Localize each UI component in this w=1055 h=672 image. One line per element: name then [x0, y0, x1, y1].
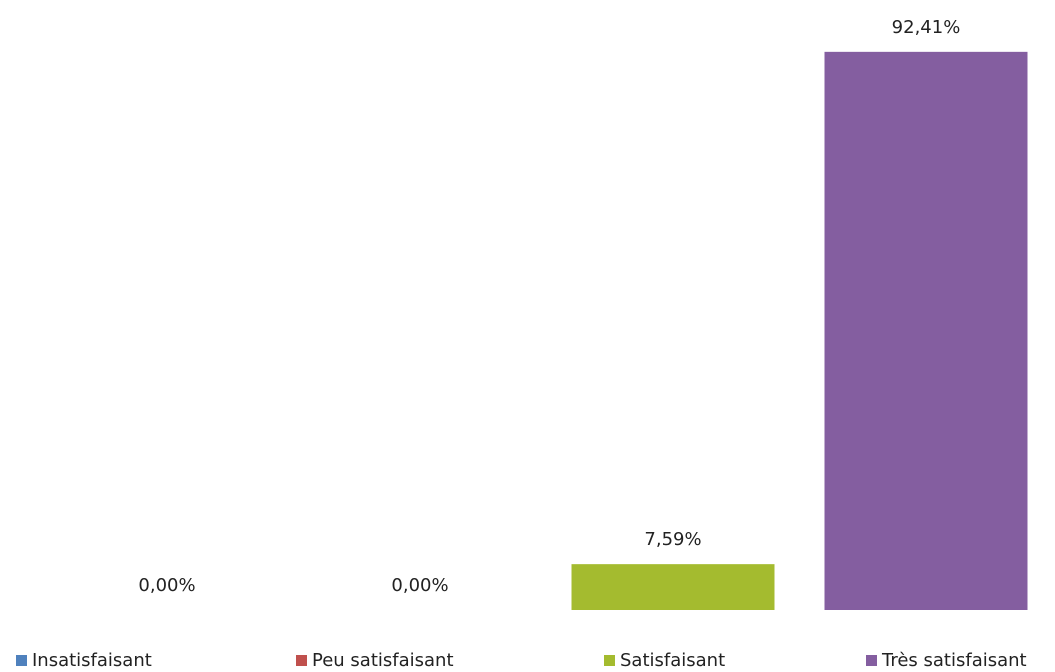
- value-label: 0,00%: [391, 575, 448, 596]
- value-label: 7,59%: [644, 529, 701, 550]
- legend-label: Insatisfaisant: [32, 650, 152, 671]
- legend-swatch: [604, 655, 615, 666]
- legend-swatch: [296, 655, 307, 666]
- legend-swatch: [866, 655, 877, 666]
- legend-label: Peu satisfaisant: [312, 650, 454, 671]
- value-label: 0,00%: [138, 575, 195, 596]
- legend-label: Très satisfaisant: [881, 650, 1027, 671]
- bar: [571, 564, 775, 610]
- legend-label: Satisfaisant: [620, 650, 725, 671]
- bar: [824, 51, 1028, 610]
- value-label: 92,41%: [892, 17, 961, 38]
- legend-swatch: [16, 655, 27, 666]
